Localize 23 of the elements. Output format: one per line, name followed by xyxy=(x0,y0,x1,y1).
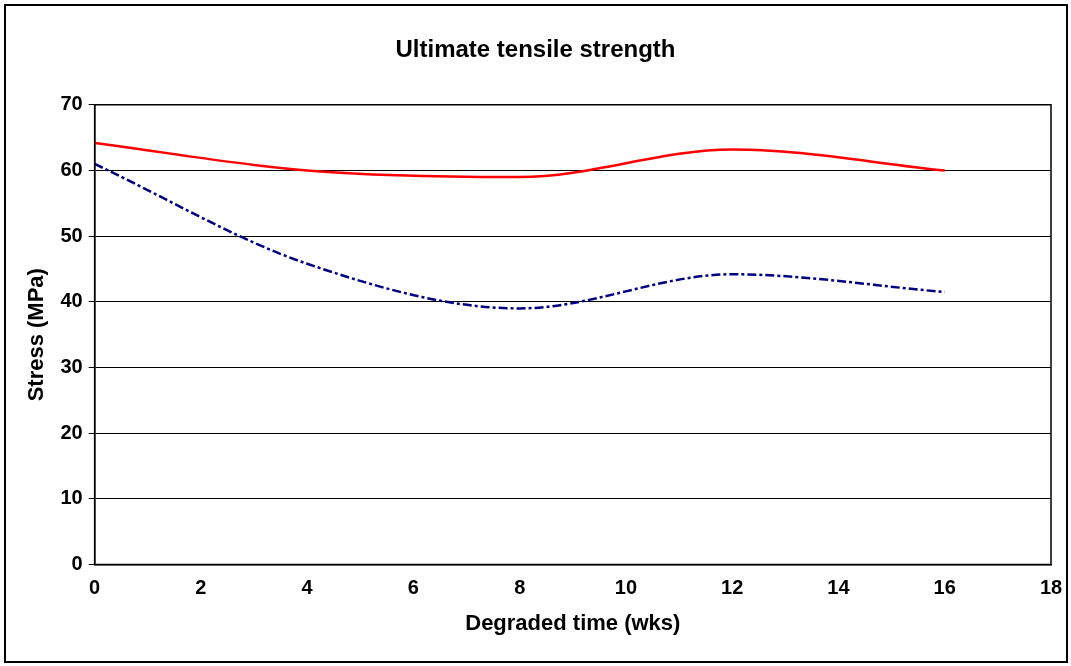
x-axis-title: Degraded time (wks) xyxy=(465,609,681,635)
x-tick-label: 12 xyxy=(721,576,744,599)
x-tick-label: 6 xyxy=(407,576,419,599)
y-tick-label: 20 xyxy=(60,420,83,443)
y-tick-label: 0 xyxy=(71,552,83,575)
y-tick-label: 50 xyxy=(60,223,83,246)
y-axis-title: Stress (MPa) xyxy=(23,268,49,402)
y-tick-label: 10 xyxy=(60,486,83,509)
y-tick-label: 60 xyxy=(60,158,83,180)
x-tick-label: 16 xyxy=(933,576,956,599)
x-tick-label: 14 xyxy=(827,576,851,599)
x-tick-label: 0 xyxy=(89,576,101,599)
x-tick-label: 2 xyxy=(195,576,207,599)
line-series xyxy=(94,162,946,310)
line-series xyxy=(94,141,946,179)
y-tick-label: 30 xyxy=(60,355,83,378)
x-tick-label: 18 xyxy=(1039,576,1063,599)
chart-title: Ultimate tensile strength xyxy=(395,35,676,63)
y-tick-label: 70 xyxy=(60,92,83,115)
x-tick-label: 8 xyxy=(514,576,526,599)
y-tick-label: 40 xyxy=(60,289,83,312)
x-tick-label: 4 xyxy=(301,576,314,599)
x-tick-label: 10 xyxy=(614,576,638,599)
